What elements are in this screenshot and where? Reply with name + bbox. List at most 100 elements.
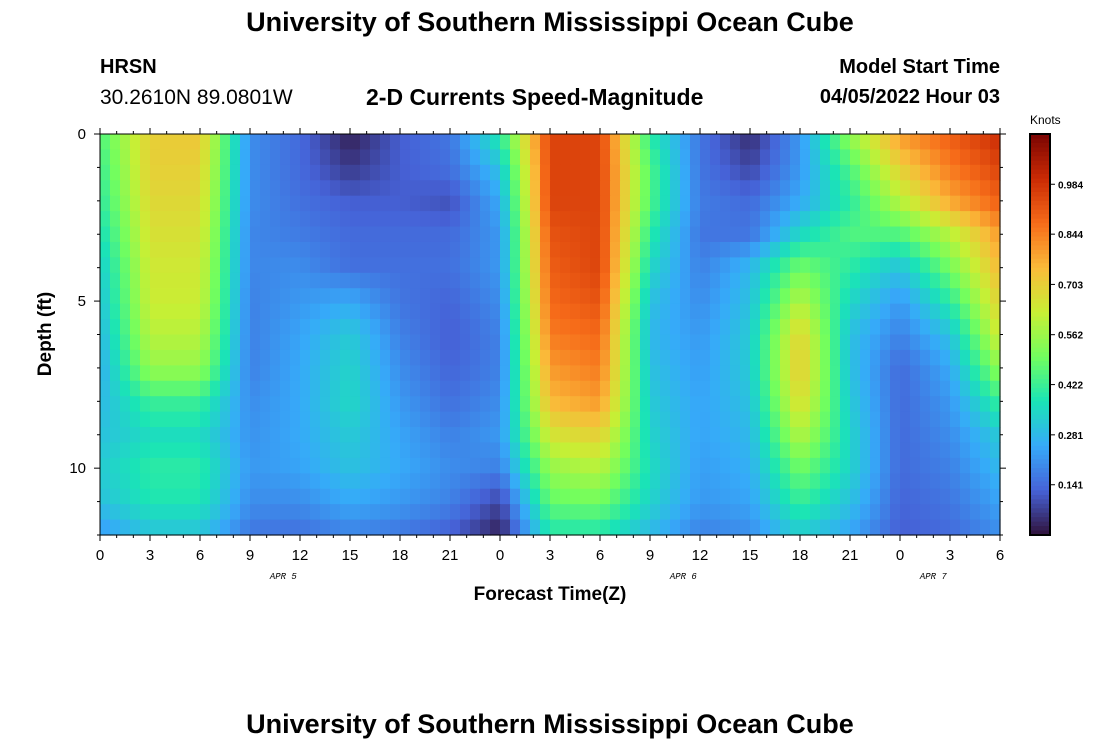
heatmap-cell xyxy=(880,473,891,490)
heatmap-cell xyxy=(730,488,741,505)
heatmap-cell xyxy=(430,457,441,474)
heatmap-cell xyxy=(190,319,201,336)
heatmap-cell xyxy=(140,241,151,258)
model-start-label: Model Start Time xyxy=(839,56,1000,78)
heatmap-cell xyxy=(980,411,991,428)
heatmap-cell xyxy=(500,149,511,166)
heatmap-cell xyxy=(380,396,391,413)
heatmap-cell xyxy=(830,504,841,521)
x-tick-label: 6 xyxy=(996,547,1004,564)
heatmap-cell xyxy=(970,488,981,505)
heatmap-cell xyxy=(730,334,741,351)
heatmap-cell xyxy=(800,396,811,413)
heatmap-cell xyxy=(580,473,591,490)
heatmap-cell xyxy=(810,473,821,490)
heatmap-cell xyxy=(920,211,931,228)
heatmap-cell xyxy=(650,288,661,305)
heatmap-cell xyxy=(920,180,931,197)
colorbar-swatch xyxy=(1030,285,1050,291)
heatmap-cell xyxy=(990,257,1001,274)
heatmap-cell xyxy=(710,319,721,336)
heatmap-cell xyxy=(950,211,961,228)
heatmap-cell xyxy=(890,241,901,258)
heatmap-cell xyxy=(150,380,161,397)
heatmap-cell xyxy=(960,288,971,305)
heatmap-cell xyxy=(470,257,481,274)
heatmap-cell xyxy=(540,319,551,336)
heatmap-cell xyxy=(820,380,831,397)
heatmap-cell xyxy=(450,257,461,274)
heatmap-cell xyxy=(930,334,941,351)
heatmap-cell xyxy=(910,457,921,474)
heatmap-cell xyxy=(210,134,221,151)
heatmap-cell xyxy=(860,134,871,151)
heatmap-cell xyxy=(400,319,411,336)
y-tick-label: 0 xyxy=(78,126,86,143)
heatmap-cell xyxy=(300,349,311,366)
heatmap-cell xyxy=(290,226,301,243)
heatmap-cell xyxy=(870,457,881,474)
heatmap-cell xyxy=(840,411,851,428)
heatmap-cell xyxy=(200,488,211,505)
heatmap-cell xyxy=(300,396,311,413)
heatmap-cell xyxy=(580,288,591,305)
heatmap-cell xyxy=(840,504,851,521)
heatmap-cell xyxy=(980,303,991,320)
heatmap-cell xyxy=(580,365,591,382)
colorbar-swatch xyxy=(1030,209,1050,215)
heatmap-cell xyxy=(720,411,731,428)
heatmap-cell xyxy=(970,427,981,444)
heatmap-cell xyxy=(790,442,801,459)
heatmap-cell xyxy=(620,241,631,258)
heatmap-cell xyxy=(400,164,411,181)
heatmap-cell xyxy=(760,180,771,197)
heatmap-cell xyxy=(610,380,621,397)
heatmap-cell xyxy=(590,303,601,320)
colorbar-tick-label: 0.984 xyxy=(1058,180,1083,191)
heatmap-cell xyxy=(790,149,801,166)
heatmap-cell xyxy=(490,180,501,197)
heatmap-cell xyxy=(680,272,691,289)
heatmap-cell xyxy=(920,303,931,320)
heatmap-cell xyxy=(970,334,981,351)
heatmap-cell xyxy=(930,211,941,228)
heatmap-cell xyxy=(450,442,461,459)
heatmap-cell xyxy=(320,442,331,459)
heatmap-cell xyxy=(690,257,701,274)
heatmap-cell xyxy=(650,180,661,197)
heatmap-cell xyxy=(520,195,531,212)
heatmap-cell xyxy=(590,380,601,397)
heatmap-cell xyxy=(450,319,461,336)
heatmap-cell xyxy=(610,349,621,366)
heatmap-cell xyxy=(370,149,381,166)
heatmap-cell xyxy=(200,349,211,366)
heatmap-cell xyxy=(760,519,771,536)
heatmap-cell xyxy=(610,319,621,336)
heatmap-cell xyxy=(820,365,831,382)
heatmap-cell xyxy=(950,504,961,521)
heatmap-cell xyxy=(960,349,971,366)
heatmap-cell xyxy=(210,149,221,166)
heatmap-cell xyxy=(110,427,121,444)
heatmap-cell xyxy=(830,488,841,505)
heatmap-cell xyxy=(690,442,701,459)
heatmap-cell xyxy=(840,257,851,274)
heatmap-cell xyxy=(860,396,871,413)
heatmap-cell xyxy=(320,226,331,243)
heatmap-cell xyxy=(720,457,731,474)
heatmap-cell xyxy=(600,396,611,413)
heatmap-cell xyxy=(480,473,491,490)
heatmap-cell xyxy=(480,164,491,181)
heatmap-cell xyxy=(160,303,171,320)
heatmap-cell xyxy=(240,149,251,166)
heatmap-cell xyxy=(550,349,561,366)
colorbar-swatch xyxy=(1030,503,1050,509)
heatmap-cell xyxy=(770,134,781,151)
heatmap-cell xyxy=(660,288,671,305)
heatmap-cell xyxy=(390,134,401,151)
heatmap-cell xyxy=(360,180,371,197)
heatmap-cell xyxy=(340,226,351,243)
heatmap-cell xyxy=(140,257,151,274)
heatmap-cell xyxy=(330,180,341,197)
heatmap-cell xyxy=(500,380,511,397)
